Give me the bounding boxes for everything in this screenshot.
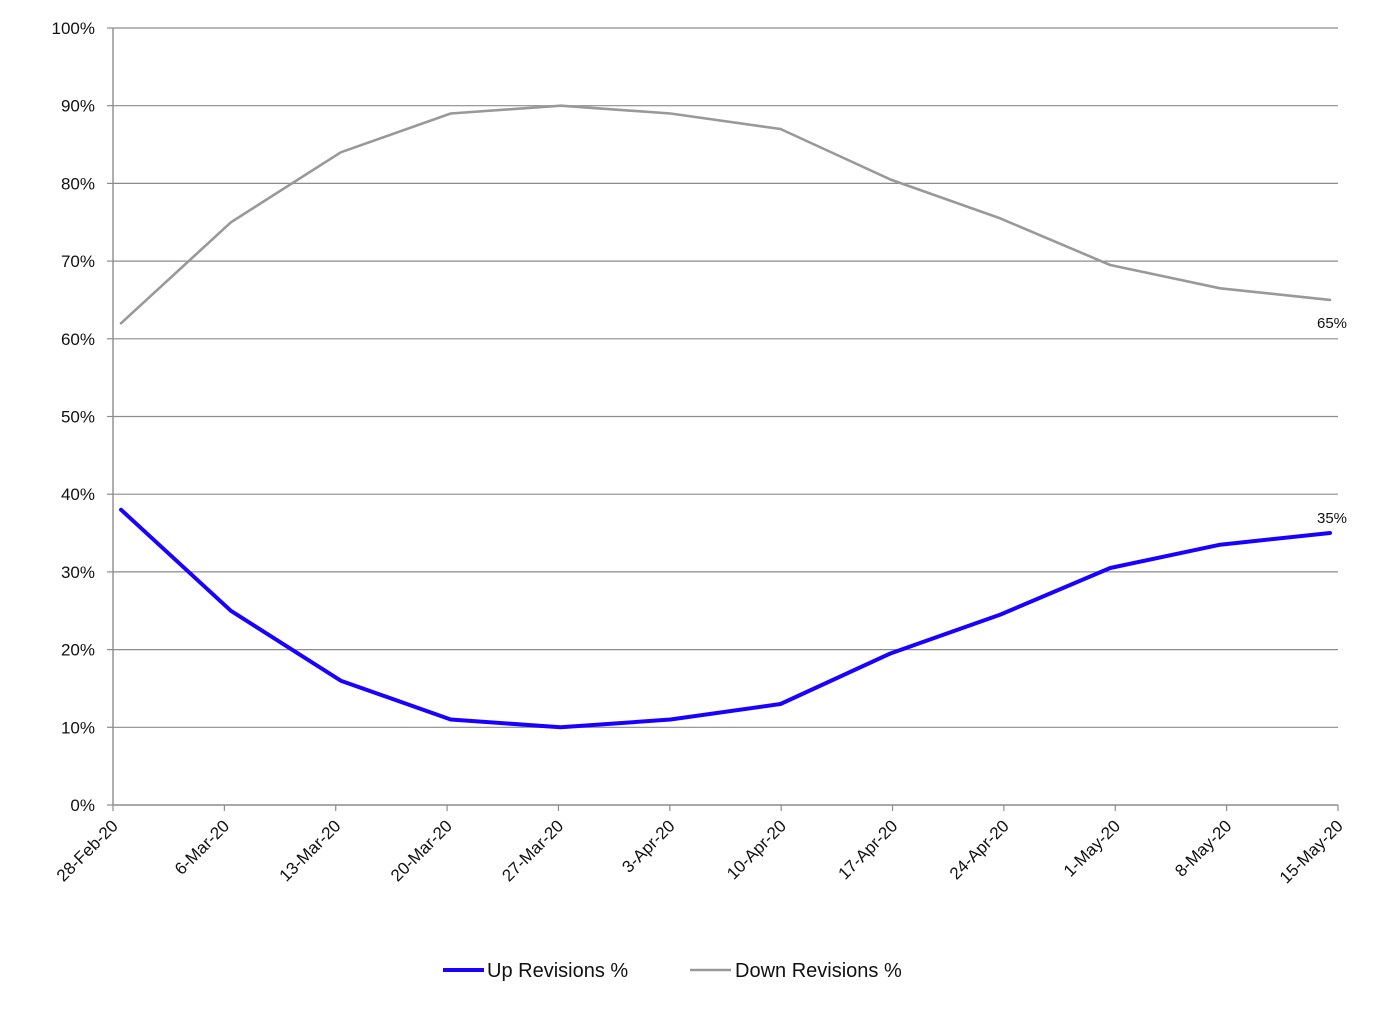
x-tick-label: 3-Apr-20 bbox=[618, 816, 678, 876]
y-tick-label: 0% bbox=[70, 796, 95, 815]
x-tick-label: 20-Mar-20 bbox=[387, 816, 456, 885]
legend: Up Revisions % Down Revisions % bbox=[443, 960, 902, 982]
data-labels: 35% 65% bbox=[1317, 315, 1347, 527]
x-tick-label: 28-Feb-20 bbox=[53, 816, 122, 885]
x-axis-ticks: 28-Feb-20 6-Mar-20 13-Mar-20 20-Mar-20 27-Ma… bbox=[53, 816, 1347, 887]
x-tick-label: 24-Apr-20 bbox=[946, 816, 1013, 883]
x-tick-label: 10-Apr-20 bbox=[723, 816, 790, 883]
series-line-down-revisions bbox=[119, 104, 1332, 325]
series-lines bbox=[119, 104, 1332, 730]
x-tick-label: 17-Apr-20 bbox=[834, 816, 901, 883]
y-tick-label: 40% bbox=[61, 485, 95, 504]
y-tick-label: 100% bbox=[52, 19, 95, 38]
legend-label: Down Revisions % bbox=[735, 960, 902, 982]
x-tick-label: 6-Mar-20 bbox=[171, 816, 233, 878]
x-tick-label: 1-May-20 bbox=[1060, 816, 1124, 880]
y-tick-label: 70% bbox=[61, 252, 95, 271]
data-label: 65% bbox=[1317, 315, 1347, 332]
legend-label: Up Revisions % bbox=[487, 960, 628, 982]
x-tick-label: 27-Mar-20 bbox=[498, 816, 567, 885]
x-tick-label: 8-May-20 bbox=[1171, 816, 1235, 880]
x-tick-label: 15-May-20 bbox=[1276, 816, 1347, 887]
series-line-up-revisions bbox=[119, 507, 1332, 730]
axes bbox=[107, 27, 1339, 811]
y-tick-label: 80% bbox=[61, 174, 95, 193]
y-tick-label: 50% bbox=[61, 408, 95, 427]
y-tick-label: 90% bbox=[61, 97, 95, 116]
y-tick-label: 30% bbox=[61, 563, 95, 582]
y-tick-label: 20% bbox=[61, 641, 95, 660]
y-tick-label: 60% bbox=[61, 330, 95, 349]
x-tick-label: 13-Mar-20 bbox=[276, 816, 345, 885]
y-axis-ticks: 0% 10% 20% 30% 40% 50% 60% 70% 80% 90% 100% bbox=[52, 19, 95, 815]
gridlines bbox=[113, 27, 1338, 728]
data-label: 35% bbox=[1317, 510, 1347, 527]
y-tick-label: 10% bbox=[61, 718, 95, 737]
